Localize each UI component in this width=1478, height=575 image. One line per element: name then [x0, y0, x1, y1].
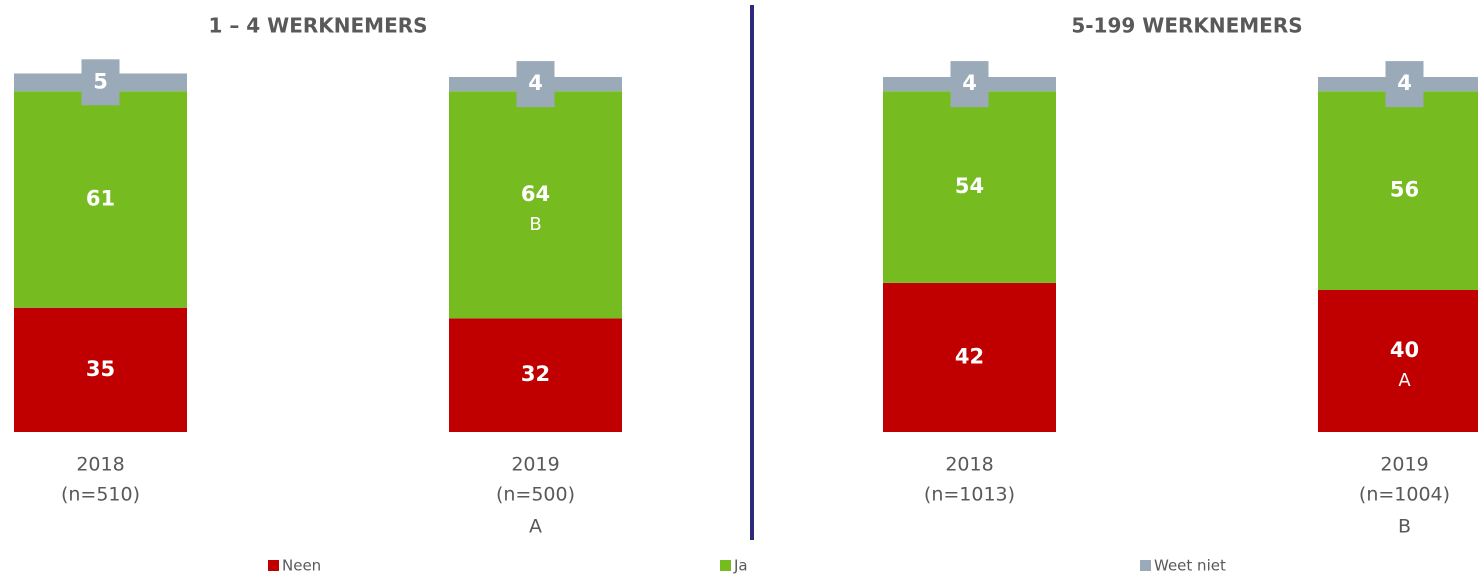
bar-segment [1318, 91, 1478, 290]
sample-size: (n=1004) [1359, 484, 1450, 506]
bar-segment [1318, 290, 1478, 432]
value-label: 32 [521, 362, 550, 386]
value-label: 61 [86, 186, 115, 210]
legend-swatch [1140, 560, 1151, 571]
legend-swatch [268, 560, 279, 571]
bar-segment [449, 318, 622, 432]
category-note: A [529, 516, 542, 538]
significance-label: B [529, 214, 541, 235]
bar-segment [883, 91, 1056, 283]
value-label: 4 [962, 71, 977, 95]
value-label: 40 [1390, 338, 1419, 362]
label-box [1385, 61, 1424, 108]
sample-size: (n=500) [496, 484, 575, 506]
legend-label: Weet niet [1154, 557, 1226, 575]
x-tick-label: 2019 [1380, 454, 1428, 476]
sample-size: (n=510) [61, 484, 140, 506]
label-box [516, 61, 555, 108]
x-tick-label: 2018 [76, 454, 124, 476]
label-box [950, 61, 989, 108]
bar-segment [449, 91, 622, 319]
legend-swatch [720, 560, 731, 571]
value-label: 4 [1397, 71, 1412, 95]
bar-segment [883, 282, 1056, 432]
legend-label: Neen [282, 557, 321, 575]
value-label: 4 [528, 71, 543, 95]
legend-label: Ja [733, 557, 748, 575]
value-label: 54 [955, 174, 984, 198]
panel-title: 5-199 WERKNEMERS [1071, 14, 1302, 38]
value-label: 64 [521, 182, 550, 206]
sample-size: (n=1013) [924, 484, 1015, 506]
value-label: 42 [955, 344, 984, 368]
value-label: 5 [93, 69, 108, 93]
x-tick-label: 2018 [945, 454, 993, 476]
bar-segment [14, 91, 187, 308]
bar-segment [14, 307, 187, 432]
x-tick-label: 2019 [511, 454, 559, 476]
value-label: 56 [1390, 178, 1419, 202]
significance-label: A [1398, 370, 1411, 391]
panel-title: 1 – 4 WERKNEMERS [208, 14, 427, 38]
category-note: B [1398, 516, 1411, 538]
value-label: 35 [86, 357, 115, 381]
label-box [81, 59, 120, 106]
